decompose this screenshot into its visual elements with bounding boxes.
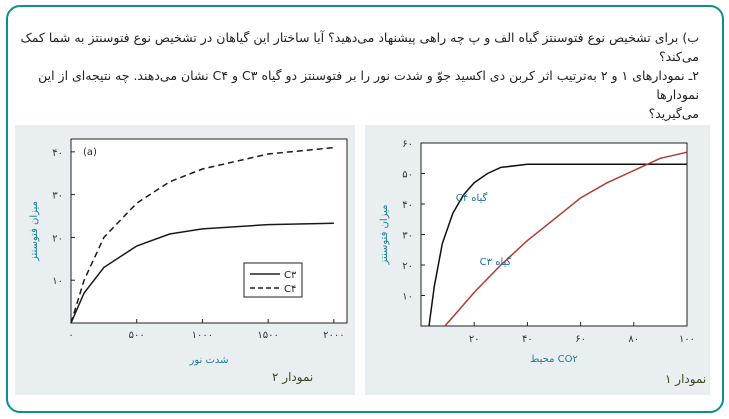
chart2-ytick-label: ۴۰ bbox=[52, 148, 63, 159]
question-line-1: ب) برای تشخیص نوع فتوسنتز گیاه الف و پ چ… bbox=[20, 30, 700, 64]
chart2-ytick-label: ۲۰ bbox=[52, 233, 63, 244]
chart2-xtick-label: ۰ bbox=[68, 330, 73, 341]
question-line-3: می‌گیرید؟ bbox=[648, 106, 699, 121]
chart2-legend-c4-label: C۴ bbox=[284, 284, 296, 295]
chart1: ۲۰ ۴۰ ۶۰ ۸۰ ۱۰۰ ۱۰ ۲۰ ۳۰ ۴۰ ۵۰ ۶۰ میزان فتوسنتز CO۲ … bbox=[379, 139, 695, 365]
chart2-xtick-label: ۱۰۰۰ bbox=[192, 330, 213, 341]
chart1-ytick-label: ۴۰ bbox=[402, 200, 413, 211]
chart2-xtick-label: ۵۰۰ bbox=[129, 330, 145, 341]
chart1-caption: نمودار ۱ bbox=[665, 372, 707, 386]
chart2: ۰ ۵۰۰ ۱۰۰۰ ۱۵۰۰ ۲۰۰۰ ۱۰ ۲۰ ۳۰ ۴۰ (a) میزان فتوسنتز… bbox=[29, 138, 348, 366]
chart2-xtick-label: ۱۵۰۰ bbox=[257, 330, 278, 341]
chart1-plot-area bbox=[420, 142, 688, 327]
chart2-caption: نمودار ۲ bbox=[272, 370, 314, 384]
chart1-ytick-label: ۲۰ bbox=[402, 261, 413, 272]
chart2-ylabel: میزان فتوسنتز bbox=[29, 201, 40, 262]
chart2-plot-area bbox=[70, 138, 348, 324]
chart1-xtick-label: ۲۰ bbox=[469, 334, 480, 345]
chart1-xtick-label: ۴۰ bbox=[522, 334, 533, 345]
chart1-series-c4-line bbox=[428, 163, 687, 327]
chart2-series-c3-line bbox=[70, 222, 334, 324]
chart1-xtick-label: ۸۰ bbox=[628, 334, 639, 345]
chart1-ytick-label: ۵۰ bbox=[402, 170, 413, 181]
chart1-ytick-label: ۶۰ bbox=[402, 139, 413, 150]
chart2-legend-c3-label: C۳ bbox=[284, 270, 297, 281]
chart2-series-c4-line bbox=[70, 146, 334, 324]
chart1-ylabel: میزان فتوسنتز bbox=[379, 204, 390, 265]
chart1-xlabel: CO۲ محیط bbox=[530, 354, 578, 365]
chart2-xtick-label: ۲۰۰۰ bbox=[323, 330, 344, 341]
chart1-series-c3-line bbox=[444, 151, 688, 327]
chart2-ytick-label: ۱۰ bbox=[52, 276, 63, 287]
chart1-xtick-label: ۱۰۰ bbox=[679, 334, 695, 345]
chart1-label-c3: گیاه C۳ bbox=[480, 256, 512, 268]
chart1-ytick-label: ۳۰ bbox=[402, 231, 413, 242]
question-text: ب) برای تشخیص نوع فتوسنتز گیاه الف و پ چ… bbox=[9, 28, 700, 123]
chart1-label-c4: گیاه C۴ bbox=[456, 192, 488, 204]
question-line-2: ۲ـ نمودارهای ۱ و ۲ به‌ترتیب اثر کربن دی … bbox=[38, 68, 699, 102]
chart2-legend bbox=[243, 262, 303, 298]
chart2-panel-tag: (a) bbox=[83, 147, 97, 158]
chart1-ytick-label: ۱۰ bbox=[402, 292, 413, 303]
chart2-xlabel: شدت نور bbox=[189, 355, 229, 366]
chart2-ytick-label: ۳۰ bbox=[52, 191, 63, 202]
chart1-xtick-label: ۶۰ bbox=[575, 334, 586, 345]
